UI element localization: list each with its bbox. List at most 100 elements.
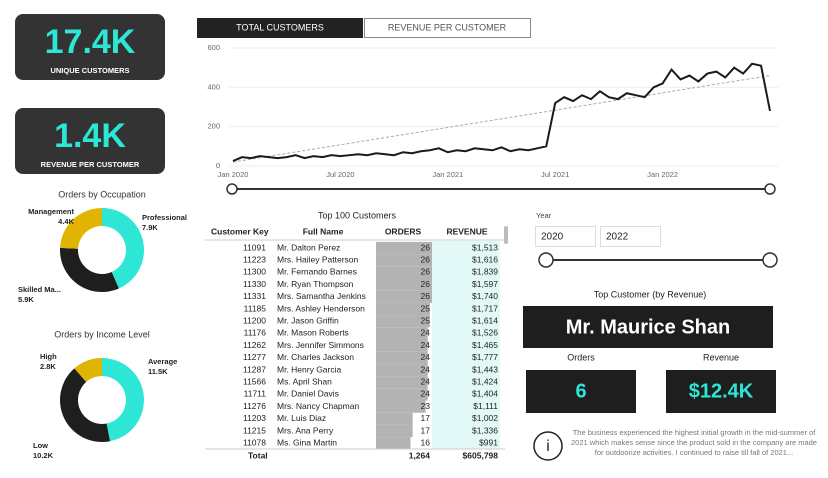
cell: 11330 (243, 279, 266, 289)
scrollbar (504, 226, 508, 244)
slicer-from[interactable]: 2020 (541, 232, 564, 243)
cell: Mrs. Ana Perry (277, 425, 334, 435)
cell: 11176 (244, 328, 267, 338)
slice-value: 5.9K (18, 295, 34, 304)
cell: 26 (421, 291, 431, 301)
column-header: ORDERS (385, 226, 422, 236)
kpi-card (15, 108, 165, 174)
donut-slice (59, 247, 119, 292)
donut-slice (74, 358, 102, 382)
orders-bar (376, 351, 428, 364)
total-cell: Total (248, 450, 268, 460)
cell: 24 (421, 340, 431, 350)
cell: $1,526 (472, 328, 498, 338)
orders-bar (376, 254, 432, 267)
revenue-value: $12.4K (689, 380, 754, 402)
cell: 11215 (243, 425, 266, 435)
x-tick-label: Jan 2020 (218, 170, 249, 179)
cell: $1,404 (472, 389, 498, 399)
cell: 24 (421, 376, 431, 386)
x-tick-label: Jan 2021 (432, 170, 463, 179)
donut-slice (60, 368, 111, 443)
cell: 24 (421, 389, 431, 399)
total-cell: 1,264 (409, 450, 431, 460)
kpi-label: UNIQUE CUSTOMERS (50, 66, 129, 75)
cell: 11185 (244, 303, 267, 313)
table-title: Top 100 Customers (318, 210, 397, 220)
orders-bar (376, 400, 426, 413)
slice-label: Skilled Ma... (18, 285, 61, 294)
slice-label: Low (33, 441, 48, 450)
cell: $1,465 (472, 340, 498, 350)
top-customer-name: Mr. Maurice Shan (566, 316, 731, 338)
card (666, 370, 776, 413)
cell: 11711 (244, 389, 267, 399)
tab-label[interactable]: TOTAL CUSTOMERS (236, 22, 324, 32)
card-label: Orders (567, 352, 595, 362)
slider-handle[interactable] (538, 252, 554, 268)
orders-bar (376, 424, 413, 438)
y-tick-label: 600 (207, 43, 220, 52)
y-tick-label: 0 (216, 161, 220, 170)
kpi-value: 17.4K (45, 23, 136, 61)
donut-slice (102, 208, 145, 289)
slider-handle[interactable] (226, 183, 238, 195)
slice-label: Professional (142, 213, 187, 222)
slicer-box[interactable] (600, 226, 661, 247)
column-header: Customer Key (211, 226, 269, 236)
orders-bar (376, 376, 428, 389)
y-tick-label: 400 (207, 82, 220, 91)
slider-handle[interactable] (762, 252, 778, 268)
slicer-to[interactable]: 2022 (606, 232, 629, 243)
cell: Ms. Gina Martin (277, 437, 337, 447)
cell: 24 (421, 364, 431, 374)
donut-slice (102, 358, 145, 442)
cell: $991 (479, 437, 498, 447)
card-title: Top Customer (by Revenue) (594, 289, 707, 299)
slice-value: 7.9K (142, 223, 158, 232)
cell: 11078 (243, 437, 266, 447)
cell: Mr. Charles Jackson (277, 352, 354, 362)
orders-bar (376, 363, 428, 377)
column-header: Full Name (303, 226, 344, 236)
cell: 11223 (243, 254, 266, 264)
cell: 23 (421, 401, 431, 411)
cell: 11200 (243, 315, 266, 325)
cell: $1,597 (472, 279, 498, 289)
cell: 26 (421, 267, 431, 277)
cell: $1,616 (472, 254, 498, 264)
cell: 24 (421, 328, 431, 338)
orders-bar (376, 327, 428, 340)
cell: Mr. Jason Griffin (277, 315, 339, 325)
slicer-box[interactable] (535, 226, 596, 247)
cell: 17 (421, 413, 431, 423)
cell: Mrs. Hailey Patterson (277, 254, 359, 264)
orders-bar (376, 290, 432, 303)
cell: $1,002 (472, 413, 498, 423)
x-tick-label: Jul 2020 (326, 170, 354, 179)
cell: 17 (421, 425, 431, 435)
column-header: REVENUE (446, 226, 487, 236)
tab[interactable] (364, 18, 531, 38)
cell: Mr. Mason Roberts (277, 328, 349, 338)
orders-bar (376, 315, 430, 328)
kpi-card (15, 14, 165, 80)
info-icon-glyph: i (546, 438, 550, 455)
slice-value: 10.2K (33, 451, 54, 460)
slider-handle[interactable] (764, 183, 776, 195)
cell: 26 (421, 254, 431, 264)
orders-bar (376, 278, 432, 291)
cell: Mr. Henry Garcia (277, 364, 342, 374)
slice-label: Average (148, 357, 177, 366)
orders-bar (376, 339, 428, 352)
tab-label[interactable]: REVENUE PER CUSTOMER (388, 22, 507, 32)
cell: 25 (421, 303, 431, 313)
cell: $1,443 (472, 364, 498, 374)
card (526, 370, 636, 413)
tab-active[interactable] (197, 18, 363, 38)
note: The business experienced the highest ini… (571, 428, 817, 457)
cell: 25 (421, 315, 431, 325)
cell: $1,513 (472, 242, 498, 252)
cell: 11203 (243, 413, 266, 423)
